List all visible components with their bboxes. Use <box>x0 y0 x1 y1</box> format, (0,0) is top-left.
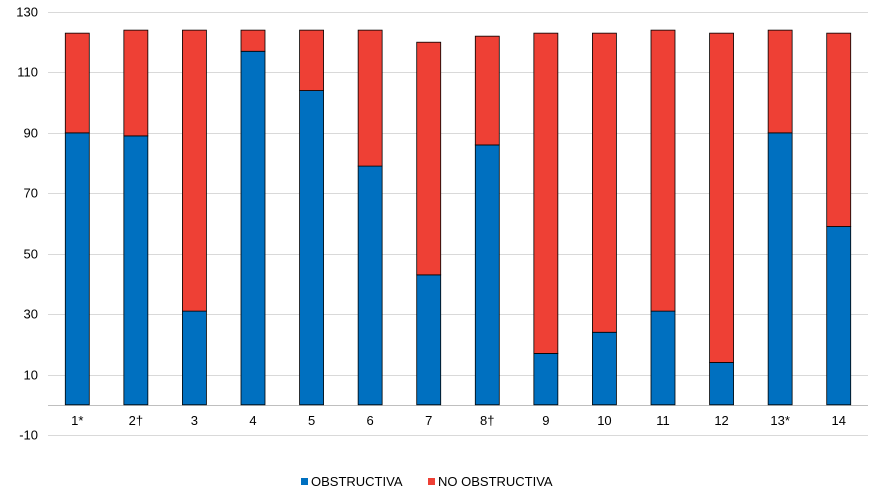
x-tick-label: 4 <box>249 413 256 428</box>
y-tick-label: 10 <box>24 368 38 383</box>
bar-obstructiva <box>767 132 793 406</box>
bar-no-obstructiva <box>240 29 266 52</box>
bar-obstructiva <box>64 132 90 406</box>
legend-label: NO OBSTRUCTIVA <box>438 474 553 489</box>
y-tick-label: 90 <box>24 126 38 141</box>
x-tick-label: 8† <box>480 413 494 428</box>
x-tick-label: 6 <box>367 413 374 428</box>
bar-no-obstructiva <box>474 35 500 146</box>
bar-no-obstructiva <box>826 32 852 227</box>
legend: OBSTRUCTIVA NO OBSTRUCTIVA <box>301 474 553 489</box>
bar-no-obstructiva <box>650 29 676 312</box>
bar-obstructiva <box>826 226 852 406</box>
bar-obstructiva <box>357 165 383 406</box>
bar-no-obstructiva <box>767 29 793 134</box>
bar-no-obstructiva <box>533 32 559 354</box>
y-tick-label: 50 <box>24 247 38 262</box>
bar-obstructiva <box>650 310 676 406</box>
bar-no-obstructiva <box>182 29 207 312</box>
y-tick-label: 30 <box>24 307 38 322</box>
bar-no-obstructiva <box>299 29 324 91</box>
x-tick-label: 10 <box>597 413 611 428</box>
bars <box>64 29 852 406</box>
x-tick-label: 13* <box>770 413 790 428</box>
bar-no-obstructiva <box>64 32 90 134</box>
x-tick-label: 7 <box>425 413 432 428</box>
y-tick-label: 110 <box>17 65 38 80</box>
y-tick-label: 130 <box>16 5 38 20</box>
x-tick-label: 14 <box>831 413 845 428</box>
x-tick-label: 5 <box>308 413 315 428</box>
bar-obstructiva <box>474 144 500 406</box>
x-tick-label: 2† <box>129 413 143 428</box>
bar-no-obstructiva <box>709 32 734 363</box>
legend-label: OBSTRUCTIVA <box>311 474 403 489</box>
y-axis-ticks: -10 10 30 50 70 90 110 130 <box>16 5 38 443</box>
bar-no-obstructiva <box>416 41 442 276</box>
gridlines <box>48 12 868 436</box>
x-axis-ticks: 1* 2† 3 4 5 6 7 8† 9 10 11 12 13* 14 <box>71 413 846 428</box>
bar-obstructiva <box>533 353 559 406</box>
x-tick-label: 1* <box>71 413 83 428</box>
bar-no-obstructiva <box>123 29 149 137</box>
y-tick-label: -10 <box>19 428 38 443</box>
bar-obstructiva <box>709 362 734 406</box>
bar-no-obstructiva <box>592 32 617 333</box>
bar-obstructiva <box>592 331 617 406</box>
bar-no-obstructiva <box>357 29 383 167</box>
bar-obstructiva <box>182 310 207 406</box>
bar-obstructiva <box>416 274 442 406</box>
x-tick-label: 12 <box>714 413 728 428</box>
x-tick-label: 3 <box>191 413 198 428</box>
legend-swatch <box>301 478 308 485</box>
bar-obstructiva <box>123 135 149 406</box>
x-tick-label: 11 <box>656 413 670 428</box>
bar-obstructiva <box>240 50 266 406</box>
bar-obstructiva <box>299 90 324 406</box>
x-tick-label: 9 <box>542 413 549 428</box>
y-tick-label: 70 <box>24 186 38 201</box>
legend-swatch <box>428 478 435 485</box>
